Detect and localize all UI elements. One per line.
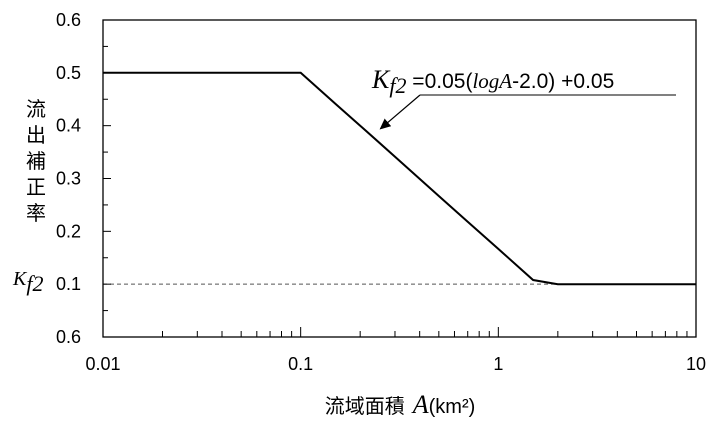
y-tick-label: 0.5 [56,63,81,83]
y-axis-char: 率 [26,202,46,225]
x-tick-label: 0.1 [288,354,313,374]
y-tick-label: 0.6 [56,327,81,347]
series-line-0 [103,71,696,286]
y-axis-char: 正 [26,177,46,199]
y-axis-char: 補 [26,150,46,173]
y-tick-label: 0.3 [56,169,81,189]
x-tick-label: 0.01 [85,354,120,374]
y-tick-label: 0.1 [56,274,81,294]
x-tick-label: 1 [493,354,503,374]
y-tick-label: 0.2 [56,221,81,241]
formula-annotation: Kf2 =0.05(logA-2.0) +0.05 [371,65,676,130]
y-axis-title: 流出補正率 Kf2 [12,98,46,296]
y-axis-symbol: Kf2 [12,268,43,296]
y-tick-label: 0.4 [56,116,81,136]
plot-area-frame [102,19,697,338]
formula-text: Kf2 =0.05(logA-2.0) +0.05 [371,65,614,98]
x-axis-title: 流域面積 A(km²) [325,390,476,419]
y-tick-label: 0.6 [56,10,81,30]
y-axis-char: 出 [26,124,46,147]
x-tick-label: 10 [686,354,706,374]
y-axis-char: 流 [26,98,46,121]
svg-text:流出補正率: 流出補正率 [26,98,46,225]
annotation-arrow [379,94,421,130]
